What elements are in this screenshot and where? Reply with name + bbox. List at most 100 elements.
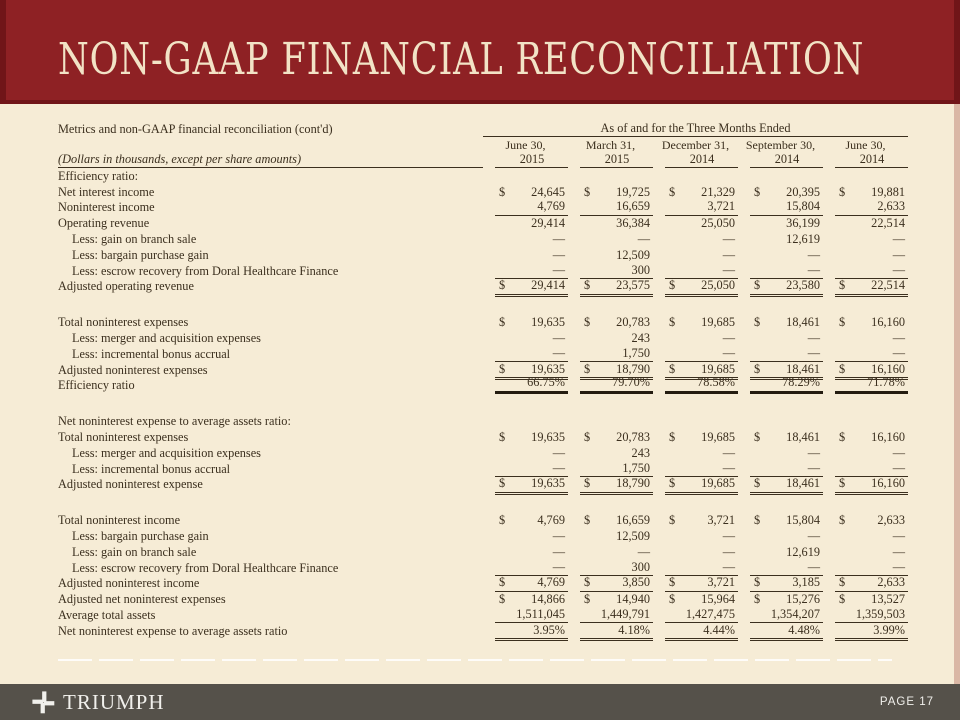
- value-cell: 3.95%: [495, 623, 568, 641]
- value-cell: —: [495, 461, 568, 477]
- value-cell: $29,414: [495, 278, 568, 297]
- value-cell: $18,461: [750, 362, 823, 380]
- dollar-sign: $: [499, 278, 506, 293]
- value-cell: —: [665, 544, 738, 560]
- value-cell: 15,804: [750, 200, 823, 216]
- cell-value: 243: [631, 331, 650, 346]
- cell-value: 15,964: [701, 592, 735, 607]
- brand-name: TRIUMPH: [63, 689, 165, 714]
- column-year-value: 2014: [774, 152, 800, 167]
- cell-value: 71.78%: [867, 375, 905, 390]
- value-cell: 78.29%: [750, 376, 823, 394]
- cell-value: —: [892, 331, 905, 346]
- row-label: Adjusted net noninterest expenses: [58, 593, 226, 607]
- cell-value: 78.58%: [697, 375, 735, 390]
- cell-value: —: [722, 262, 735, 277]
- dollar-sign: $: [754, 513, 761, 528]
- cell-value: —: [892, 544, 905, 559]
- cell-value: 1,359,503: [855, 607, 905, 622]
- value-cell: $19,635: [495, 362, 568, 380]
- row-label: Total noninterest income: [58, 514, 181, 528]
- value-cell: $3,850: [580, 576, 653, 592]
- value-cell: $4,769: [495, 576, 568, 592]
- value-cell: 1,511,045: [495, 608, 568, 624]
- table-row: Net interest income $24,645 $19,725 $21,329…: [58, 184, 908, 200]
- cell-value: 4.44%: [703, 622, 735, 637]
- cell-value: 3,185: [792, 575, 820, 590]
- value-cell: —: [750, 445, 823, 461]
- value-cell: 4.44%: [665, 622, 738, 641]
- dollar-sign: $: [584, 592, 591, 607]
- row-label: Total noninterest expenses: [58, 316, 189, 330]
- cell-value: —: [722, 544, 735, 559]
- cell-value: —: [552, 445, 565, 460]
- value-cell: 16,659: [580, 200, 653, 216]
- cell-value: 12,619: [786, 232, 820, 247]
- column-header: March 31,: [585, 137, 636, 152]
- cell-value: —: [552, 262, 565, 277]
- table-row: Less: merger and acquisition expenses — 24…: [58, 445, 908, 461]
- cell-value: 2,633: [877, 513, 905, 528]
- cell-value: —: [722, 445, 735, 460]
- cell-value: 4,769: [537, 513, 565, 528]
- column-header: September 30,: [745, 137, 816, 152]
- value-cell: 36,199: [750, 216, 823, 232]
- cell-value: 29,414: [531, 278, 565, 293]
- column-header: June 30,: [505, 137, 546, 152]
- cell-value: 2,633: [877, 199, 905, 214]
- row-label: Less: escrow recovery from Doral Healthc…: [72, 264, 339, 278]
- value-cell: —: [835, 529, 908, 545]
- column-year-value: 2014: [689, 152, 715, 167]
- cell-value: 3,850: [622, 575, 650, 590]
- value-cell: —: [835, 461, 908, 477]
- value-cell: 66.75%: [495, 375, 568, 394]
- table-row: Total noninterest income $4,769 $16,659 $3,…: [58, 513, 908, 529]
- dollar-sign: $: [669, 592, 676, 607]
- dollar-sign: $: [584, 361, 591, 376]
- cell-value: 29,414: [531, 216, 565, 231]
- table-row: Net noninterest expense to average asset…: [58, 414, 908, 430]
- value-cell: 1,750: [580, 461, 653, 477]
- cell-value: 66.75%: [527, 375, 565, 390]
- row-label: Efficiency ratio: [58, 379, 135, 393]
- table-header-row: Metrics and non-GAAP financial reconcili…: [58, 121, 908, 137]
- value-cell: —: [835, 445, 908, 461]
- value-cell: $4,769: [495, 513, 568, 529]
- cell-value: 15,804: [786, 199, 820, 214]
- cell-value: —: [892, 247, 905, 262]
- financial-table: Metrics and non-GAAP financial reconcili…: [58, 121, 908, 641]
- table-spacer: [58, 493, 908, 513]
- cell-value: 300: [631, 262, 650, 277]
- cell-value: 243: [631, 445, 650, 460]
- column-header: December 31,: [661, 137, 730, 152]
- column-year: 2014: [750, 153, 823, 169]
- value-cell: 12,619: [750, 544, 823, 560]
- cell-value: —: [722, 345, 735, 360]
- cell-value: 24,645: [531, 184, 565, 199]
- dollar-sign: $: [584, 513, 591, 528]
- cell-value: —: [892, 529, 905, 544]
- value-cell: $3,185: [750, 576, 823, 592]
- value-cell: 300: [580, 263, 653, 279]
- value-cell: 12,509: [580, 529, 653, 545]
- value-cell: 71.78%: [835, 375, 908, 394]
- page-number: PAGE 17: [879, 696, 934, 708]
- cell-value: 2,633: [877, 575, 905, 590]
- cell-value: 12,509: [616, 247, 650, 262]
- table-row: Total noninterest expenses $19,635 $20,783…: [58, 315, 908, 331]
- cell-value: 12,619: [786, 544, 820, 559]
- value-cell: —: [750, 247, 823, 263]
- column-year: 2014: [835, 153, 908, 169]
- cell-value: —: [637, 232, 650, 247]
- value-cell: $19,881: [835, 184, 908, 200]
- cell-value: 18,461: [786, 315, 820, 330]
- row-label: Net noninterest expense to average asset…: [58, 624, 288, 638]
- value-cell: $16,160: [835, 362, 908, 380]
- value-cell: $16,160: [835, 315, 908, 331]
- cell-value: —: [892, 445, 905, 460]
- value-cell: —: [750, 346, 823, 363]
- value-cell: 3.99%: [835, 623, 908, 641]
- table-row: Adjusted noninterest expense $19,635 $18,7…: [58, 476, 908, 495]
- table-row: Less: escrow recovery from Doral Healthc…: [58, 560, 908, 576]
- cell-value: 18,790: [616, 476, 650, 491]
